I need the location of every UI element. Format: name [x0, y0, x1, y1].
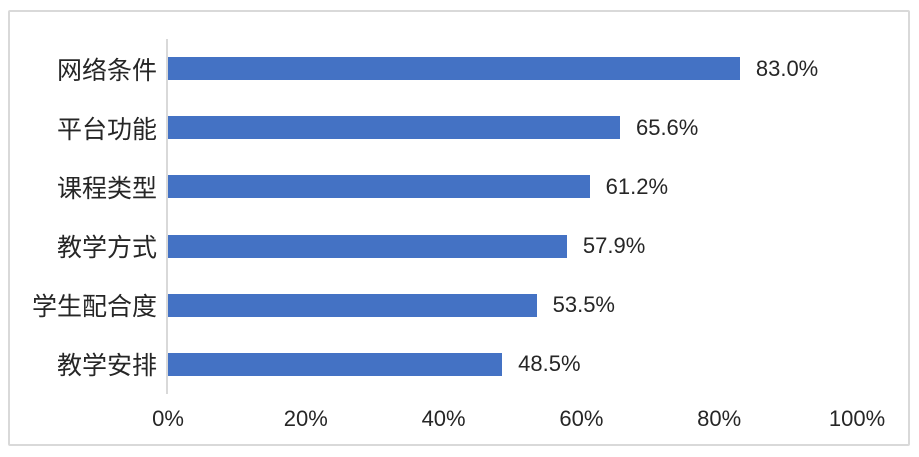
chart-frame: 网络条件平台功能课程类型教学方式学生配合度教学安排 83.0% 65.6% 61.2… — [8, 10, 910, 446]
bar-row: 65.6% — [168, 98, 857, 157]
bar — [168, 293, 537, 317]
bar — [168, 116, 620, 140]
x-axis-tick-label: 20% — [283, 406, 328, 431]
x-axis-tick-label: 0% — [152, 406, 184, 431]
bar — [168, 175, 590, 199]
x-axis-tick-labels: 0% 20% 40% 60% 80% 100% — [152, 406, 885, 436]
bar — [168, 234, 567, 258]
value-label: 65.6% — [635, 114, 699, 140]
bar-row: 53.5% — [168, 276, 857, 335]
bar-row: 83.0% — [168, 39, 857, 98]
category-label: 学生配合度 — [31, 293, 157, 322]
value-label: 48.5% — [518, 351, 581, 377]
x-axis-tick-label: 40% — [421, 406, 466, 431]
bar-row: 48.5% — [168, 335, 857, 394]
bar — [168, 57, 740, 81]
category-label: 课程类型 — [56, 174, 157, 203]
x-axis-tick-label: 60% — [559, 406, 604, 431]
bar-row: 61.2% — [168, 157, 857, 216]
value-label: 53.5% — [552, 292, 615, 318]
category-label: 网络条件 — [56, 56, 157, 85]
category-label: 教学安排 — [56, 352, 157, 381]
x-axis-tick-label: 80% — [697, 406, 742, 431]
category-label: 教学方式 — [56, 234, 157, 263]
bar — [168, 352, 503, 376]
bar-row: 57.9% — [168, 217, 857, 276]
x-axis-tick-label: 100% — [828, 406, 886, 431]
value-label: 57.9% — [582, 233, 646, 259]
value-label: 61.2% — [605, 173, 669, 199]
plot-area: 83.0% 65.6% 61.2% 57.9% 53.5% 48.5% — [166, 39, 857, 394]
category-label: 平台功能 — [56, 115, 157, 144]
category-axis-labels: 网络条件平台功能课程类型教学方式学生配合度教学安排 — [10, 39, 157, 394]
value-label: 83.0% — [755, 55, 819, 81]
